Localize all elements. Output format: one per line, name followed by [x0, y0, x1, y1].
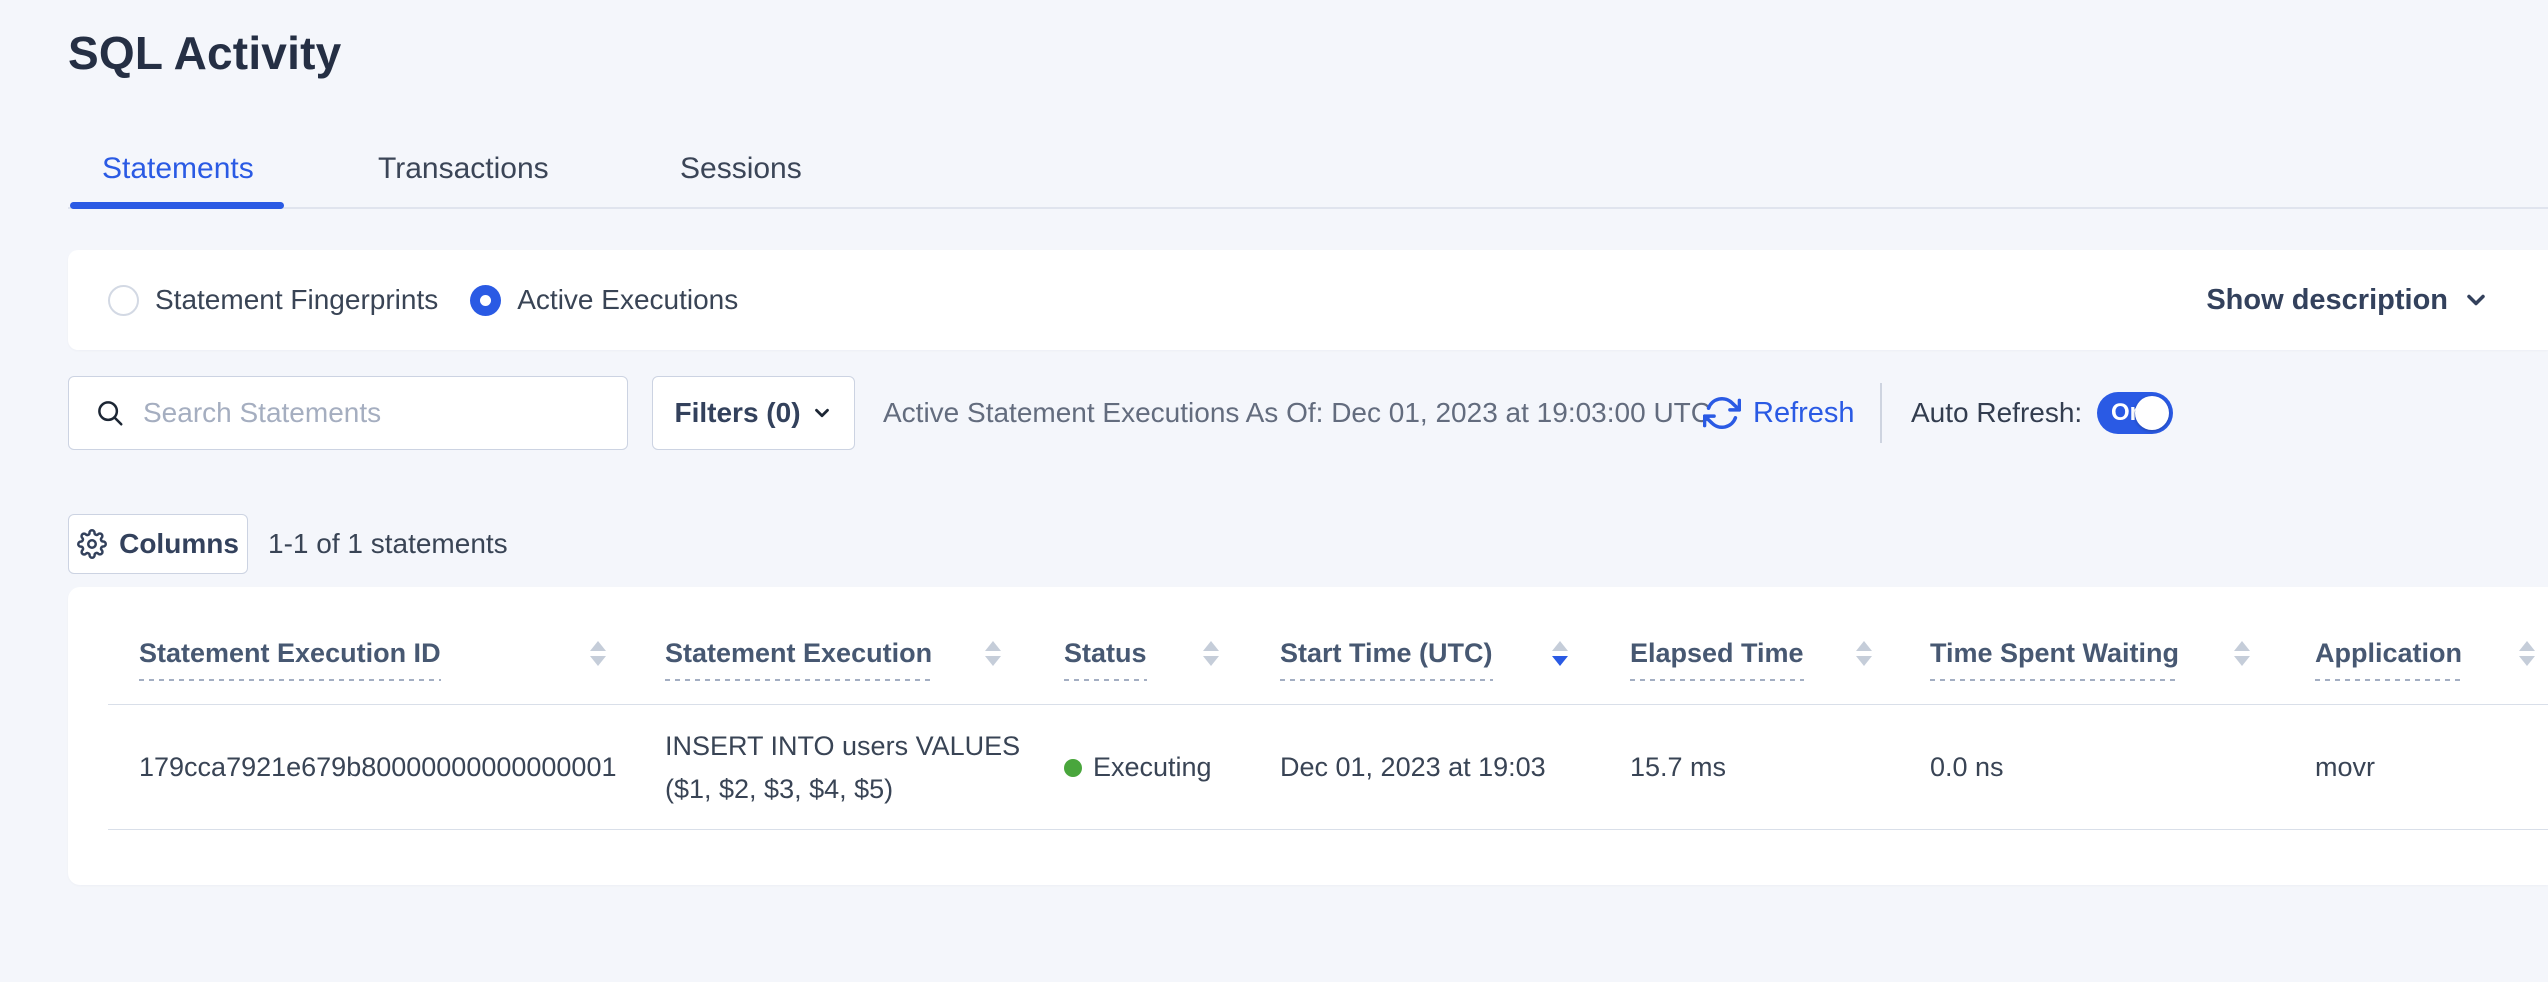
- tab-statements[interactable]: Statements: [102, 152, 254, 185]
- statement-fingerprints-radio[interactable]: [108, 284, 139, 316]
- column-header-start-time[interactable]: Start Time (UTC): [1280, 638, 1493, 681]
- column-header-elapsed-time[interactable]: Elapsed Time: [1630, 638, 1804, 681]
- column-header-statement-execution-id[interactable]: Statement Execution ID: [139, 638, 441, 681]
- cell-status: Executing: [1064, 705, 1212, 830]
- columns-label: Columns: [119, 528, 239, 559]
- refresh-label: Refresh: [1753, 396, 1855, 429]
- table-row: 179cca7921e679b80000000000000001 INSERT …: [108, 705, 2548, 830]
- show-description-button[interactable]: Show description: [2206, 250, 2490, 350]
- toggle-knob: [2135, 396, 2169, 430]
- statement-fingerprints-label[interactable]: Statement Fingerprints: [155, 284, 439, 315]
- cell-elapsed-time: 15.7 ms: [1630, 752, 1727, 782]
- tab-transactions[interactable]: Transactions: [378, 152, 549, 185]
- refresh-button[interactable]: Refresh: [1703, 376, 1855, 450]
- cell-time-spent-waiting: 0.0 ns: [1930, 752, 2004, 782]
- cell-application: movr: [2315, 752, 2375, 782]
- chevron-down-icon: [2462, 286, 2490, 314]
- chevron-down-icon: [811, 402, 833, 424]
- statements-table: Statement Execution ID Statement Executi…: [68, 587, 2548, 885]
- sort-control-status[interactable]: [1203, 641, 1219, 666]
- filters-label: Filters (0): [674, 397, 801, 428]
- refresh-icon: [1703, 394, 1741, 432]
- active-tab-underline: [70, 202, 284, 209]
- column-header-time-spent-waiting[interactable]: Time Spent Waiting: [1930, 638, 2180, 681]
- show-description-label: Show description: [2206, 283, 2448, 316]
- column-header-status[interactable]: Status: [1064, 638, 1147, 681]
- filters-button[interactable]: Filters (0): [652, 376, 855, 450]
- cell-statement[interactable]: INSERT INTO users VALUES ($1, $2, $3, $4…: [665, 730, 1021, 804]
- table-header-row: Statement Execution ID Statement Executi…: [108, 587, 2548, 705]
- executing-status-icon: [1064, 758, 1082, 777]
- sort-control-statement-execution-id[interactable]: [590, 641, 606, 666]
- sort-control-application[interactable]: [2519, 641, 2535, 666]
- column-header-application[interactable]: Application: [2315, 638, 2462, 681]
- search-icon: [95, 398, 125, 428]
- auto-refresh-label: Auto Refresh:: [1911, 397, 2083, 428]
- sort-control-elapsed-time[interactable]: [1856, 641, 1872, 666]
- columns-button[interactable]: Columns: [68, 514, 248, 574]
- sort-control-time-spent-waiting[interactable]: [2234, 641, 2250, 666]
- sort-control-start-time[interactable]: [1552, 641, 1568, 666]
- gear-icon: [77, 529, 108, 559]
- as-of-timestamp: Active Statement Executions As Of: Dec 0…: [883, 397, 1711, 428]
- active-executions-label[interactable]: Active Executions: [517, 284, 739, 315]
- auto-refresh-toggle[interactable]: On: [2097, 392, 2173, 434]
- tabs-divider: [68, 207, 2548, 209]
- column-header-statement-execution[interactable]: Statement Execution: [665, 638, 933, 681]
- tab-sessions[interactable]: Sessions: [680, 152, 802, 185]
- toolbar-divider: [1880, 383, 1882, 443]
- active-executions-radio[interactable]: [470, 284, 502, 316]
- search-box: [68, 376, 628, 450]
- sort-control-statement-execution[interactable]: [985, 641, 1001, 666]
- results-count: 1-1 of 1 statements: [268, 528, 508, 559]
- search-input[interactable]: [143, 397, 607, 429]
- status-text: Executing: [1093, 752, 1212, 782]
- view-mode-card: Statement Fingerprints Active Executions…: [68, 250, 2548, 350]
- cell-execution-id[interactable]: 179cca7921e679b80000000000000001: [139, 752, 617, 782]
- page-title: SQL Activity: [68, 27, 342, 79]
- cell-start-time: Dec 01, 2023 at 19:03: [1280, 752, 1546, 782]
